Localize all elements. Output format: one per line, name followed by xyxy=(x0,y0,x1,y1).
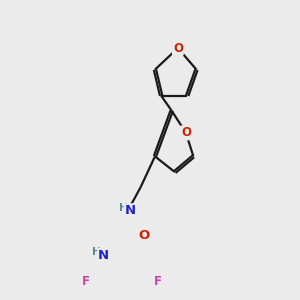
Text: N: N xyxy=(125,204,136,217)
Text: O: O xyxy=(181,126,191,140)
Text: F: F xyxy=(154,275,162,288)
Text: H: H xyxy=(119,203,128,213)
Text: O: O xyxy=(138,230,149,242)
Text: F: F xyxy=(82,275,90,288)
Text: O: O xyxy=(173,42,183,55)
Text: N: N xyxy=(98,249,109,262)
Text: H: H xyxy=(92,247,100,257)
